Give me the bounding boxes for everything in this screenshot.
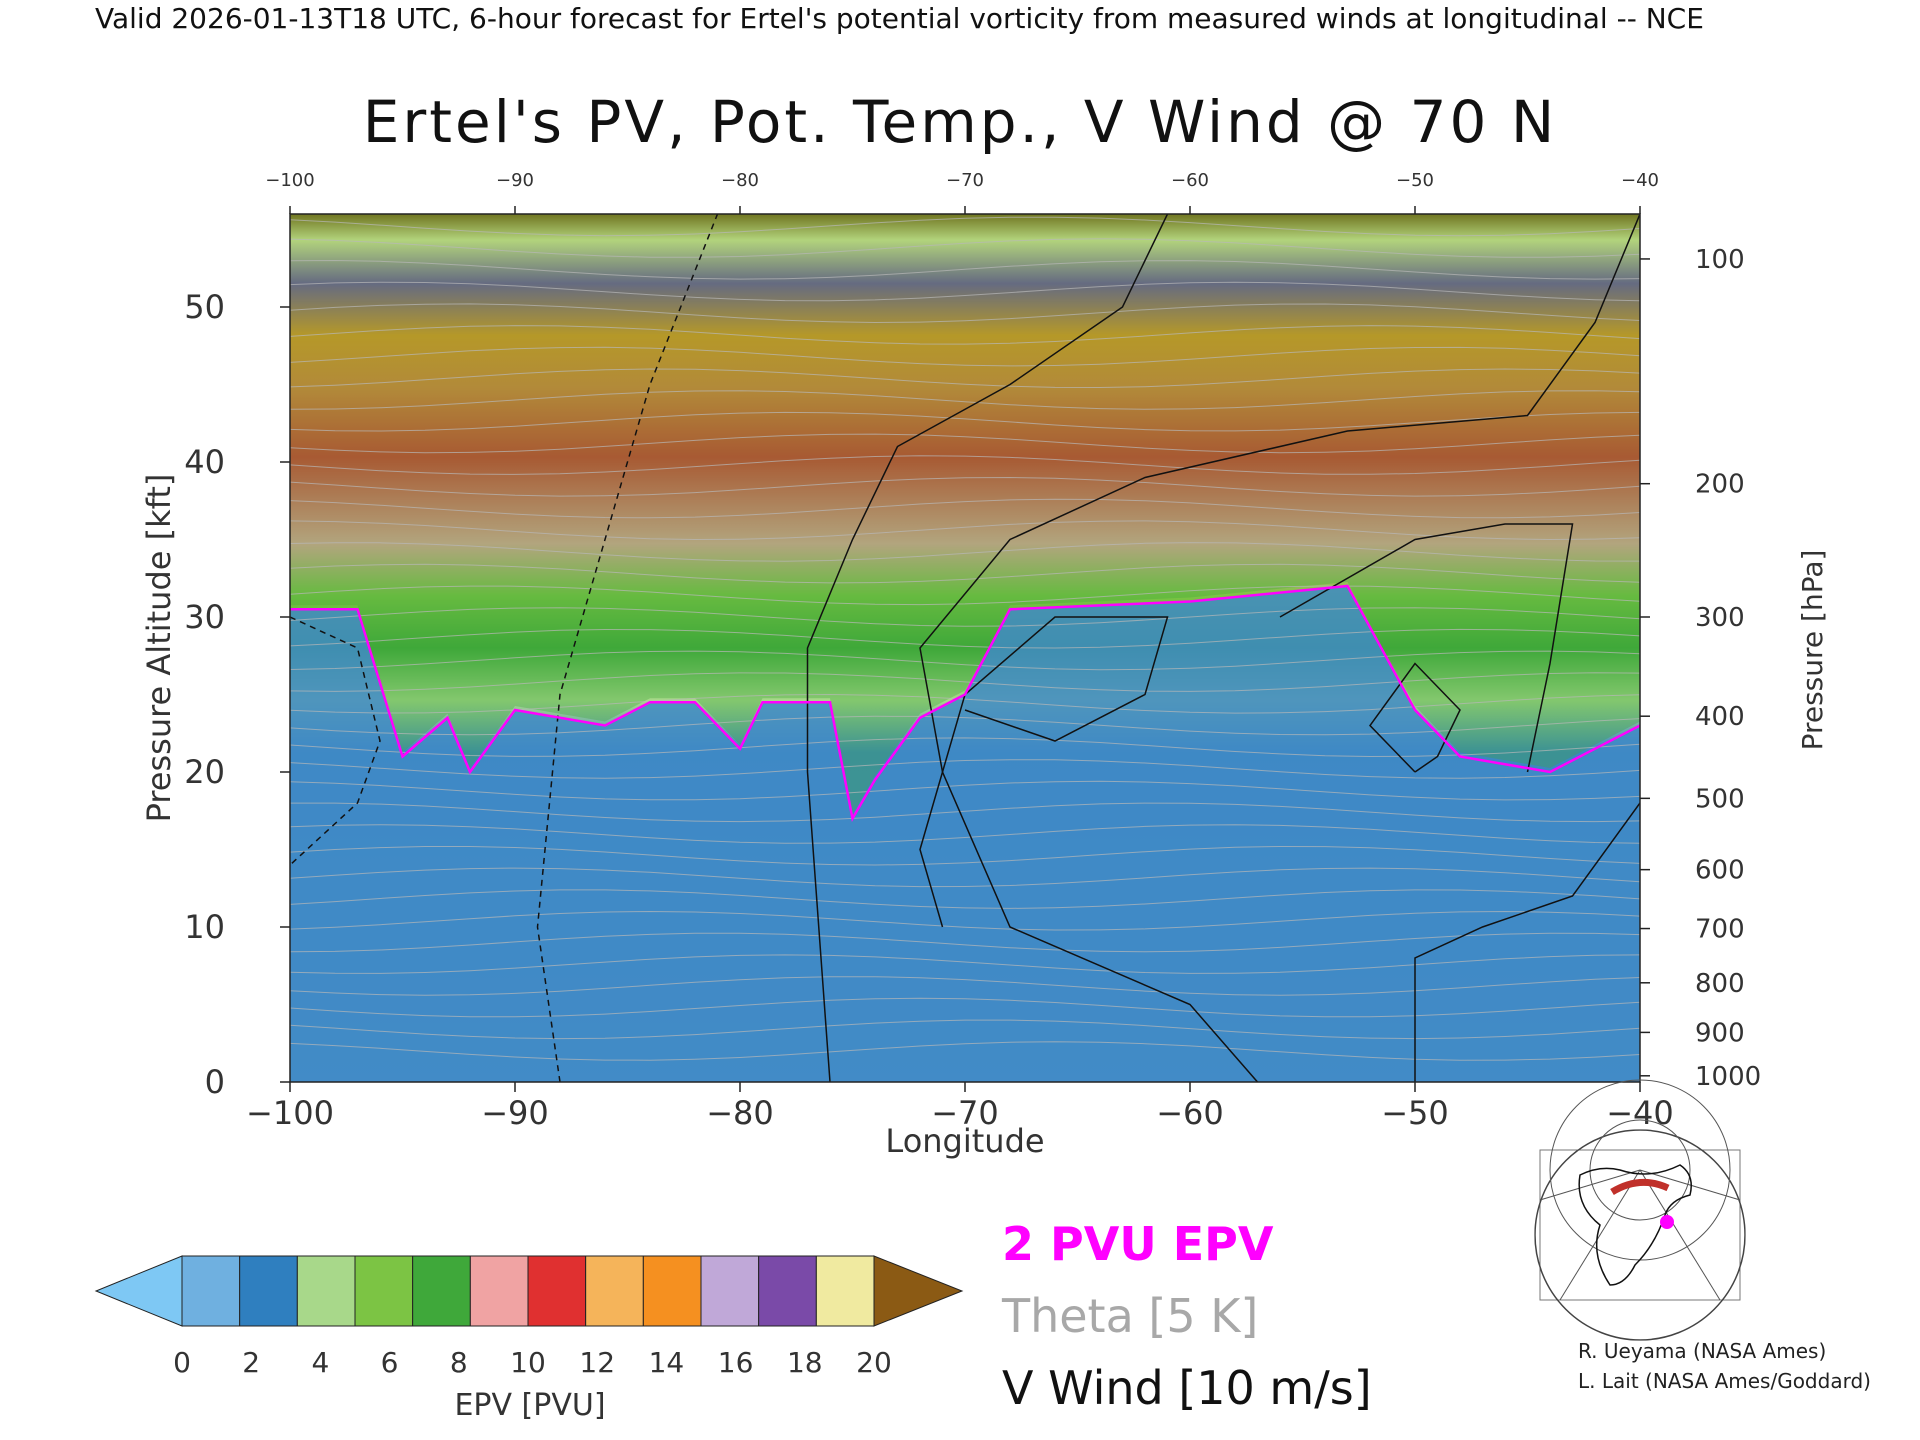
colorbar-tick-label: 20	[856, 1346, 892, 1379]
colorbar-swatch	[469, 1255, 529, 1327]
colorbar-tick-label: 6	[381, 1346, 399, 1379]
wind-contour-2	[919, 214, 1640, 1082]
y-axis-left: 0 10 20 30 40 50	[184, 288, 290, 1101]
colorbar-swatch	[642, 1255, 702, 1327]
epv-field	[290, 214, 1640, 1082]
wind-contour-3	[1414, 802, 1640, 1082]
x-tick-label: −70	[931, 1094, 999, 1132]
pressure-tick-label: 200	[1695, 470, 1745, 500]
pressure-tick-label: 1000	[1695, 1062, 1761, 1092]
top-tick-label: −80	[721, 170, 759, 191]
top-tick-label: −60	[1171, 170, 1209, 191]
x-axis: −100 −90 −80 −70 −60 −50 −40	[246, 1082, 1674, 1132]
colorbar-swatch	[585, 1255, 644, 1327]
chart-title: Ertel's PV, Pot. Temp., V Wind @ 70 N	[363, 88, 1557, 156]
colorbar-swatch	[296, 1255, 356, 1327]
colorbar-tick-label: 18	[787, 1346, 823, 1379]
y-tick-label: 10	[184, 908, 225, 946]
top-tick-label: −50	[1396, 170, 1434, 191]
pressure-tick-label: 800	[1695, 969, 1745, 999]
colorbar-label: EPV [PVU]	[454, 1388, 605, 1423]
pressure-tick-label: 600	[1695, 856, 1745, 886]
wind-contour-0	[806, 214, 1169, 1082]
pressure-tick-label: 400	[1695, 702, 1745, 732]
credit-line-1: R. Ueyama (NASA Ames)	[1578, 1339, 1826, 1363]
x-tick-label: −90	[481, 1094, 549, 1132]
top-axis: −100 −90 −80 −70 −60 −50 −40	[265, 170, 1659, 214]
colorbar-swatch	[181, 1255, 241, 1327]
top-tick-label: −70	[946, 170, 984, 191]
y-tick-label: 30	[184, 598, 225, 636]
troposphere-region	[290, 586, 1640, 1082]
colorbar-tick-label: 2	[242, 1346, 260, 1379]
y-tick-label: 20	[184, 753, 225, 791]
x-axis-label: Longitude	[885, 1122, 1044, 1160]
pressure-axis-label: Pressure [hPa]	[1796, 550, 1829, 751]
pressure-tick-label: 500	[1695, 784, 1745, 814]
x-tick-label: −60	[1156, 1094, 1224, 1132]
colorbar-swatch	[239, 1255, 298, 1327]
2pvu-contour	[290, 584, 1640, 823]
wind-contour-1	[919, 616, 1169, 928]
colorbar-swatch	[758, 1255, 817, 1327]
pressure-tick-label: 100	[1695, 245, 1745, 275]
x-tick-label: −100	[246, 1094, 334, 1132]
colorbar-swatch	[412, 1255, 471, 1327]
wind-contour-7	[290, 616, 381, 866]
y-axis-right: 1000 900 800 700 600 500 400 300 200 100	[1640, 245, 1761, 1092]
legend-theta: Theta [5 K]	[1001, 1289, 1258, 1343]
top-tick-label: −40	[1621, 170, 1659, 191]
y-tick-label: 50	[184, 288, 225, 326]
y-tick-label: 40	[184, 443, 225, 481]
colorbar-tick-label: 8	[450, 1346, 468, 1379]
credit-line-2: L. Lait (NASA Ames/Goddard)	[1578, 1369, 1871, 1393]
valid-line: Valid 2026-01-13T18 UTC, 6-hour forecast…	[95, 2, 1704, 35]
pressure-tick-label: 900	[1695, 1018, 1745, 1048]
colorbar-tick-label: 0	[173, 1346, 191, 1379]
colorbar-tick-label: 16	[718, 1346, 754, 1379]
pressure-tick-label: 700	[1695, 915, 1745, 945]
pressure-tick-label: 300	[1695, 603, 1745, 633]
top-tick-label: −100	[265, 170, 314, 191]
colorbar-under-arrow	[94, 1255, 183, 1327]
colorbar-tick-label: 10	[510, 1346, 546, 1379]
colorbar-tick-label: 14	[649, 1346, 685, 1379]
x-tick-label: −50	[1381, 1094, 1449, 1132]
colorbar-swatch	[815, 1255, 875, 1327]
y-axis-label: Pressure Altitude [kft]	[140, 474, 178, 823]
locator-map	[1535, 1079, 1745, 1340]
colorbar-over-arrow	[873, 1255, 964, 1327]
colorbar-swatch	[354, 1255, 414, 1327]
wind-contour-4	[1369, 662, 1461, 773]
legend-wind: V Wind [10 m/s]	[1002, 1361, 1372, 1415]
wind-contour-5	[1279, 523, 1574, 773]
colorbar-tick-label: 4	[311, 1346, 329, 1379]
legend-epv: 2 PVU EPV	[1002, 1217, 1274, 1271]
top-tick-label: −90	[496, 170, 534, 191]
colorbar: 0 2 4 6 8 10 12 14 16 18 20	[94, 1255, 964, 1379]
colorbar-swatch	[527, 1255, 587, 1327]
y-tick-label: 0	[205, 1063, 225, 1101]
colorbar-swatch	[700, 1255, 760, 1327]
x-tick-label: −80	[706, 1094, 774, 1132]
colorbar-tick-label: 12	[579, 1346, 615, 1379]
